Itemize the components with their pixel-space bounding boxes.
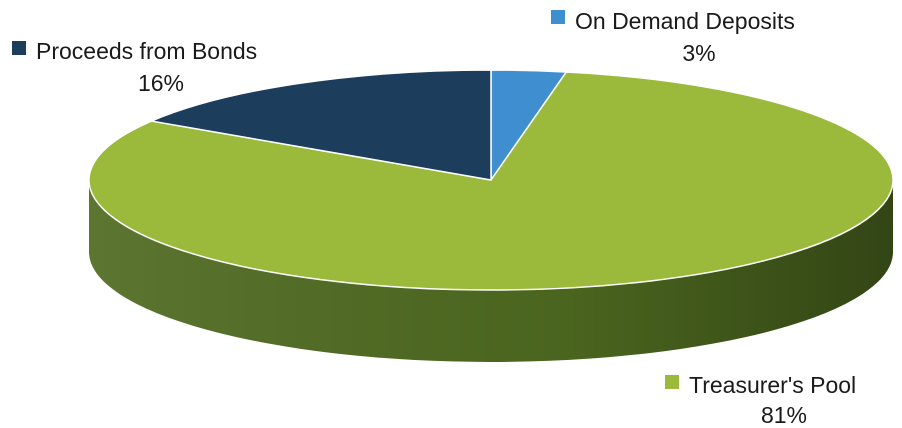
- slice-value-on-demand-deposits: 3%: [682, 40, 715, 66]
- label-proceeds-from-bonds: Proceeds from Bonds 16%: [12, 38, 257, 96]
- slice-label-proceeds-from-bonds: Proceeds from Bonds: [36, 38, 257, 64]
- label-on-demand-deposits: On Demand Deposits 3%: [551, 8, 795, 66]
- pie-slice-proceeds-from-bonds: [150, 69, 492, 181]
- pie-side-shading: [89, 180, 893, 362]
- slice-value-treasurers-pool: 81%: [761, 402, 807, 428]
- labels: On Demand Deposits 3% Proceeds from Bond…: [12, 8, 856, 428]
- pie-slice-treasurer-s-pool: [88, 71, 894, 291]
- label-treasurers-pool: Treasurer's Pool 81%: [665, 372, 856, 428]
- legend-swatch-treasurers-pool: [665, 375, 679, 389]
- slice-label-treasurers-pool: Treasurer's Pool: [689, 372, 856, 398]
- slice-value-proceeds-from-bonds: 16%: [138, 70, 184, 96]
- pie-sides: [89, 180, 893, 362]
- pie-slices: [88, 69, 894, 291]
- legend-swatch-on-demand-deposits: [551, 10, 565, 24]
- slice-label-on-demand-deposits: On Demand Deposits: [575, 8, 795, 34]
- legend-swatch-proceeds-from-bonds: [12, 41, 26, 55]
